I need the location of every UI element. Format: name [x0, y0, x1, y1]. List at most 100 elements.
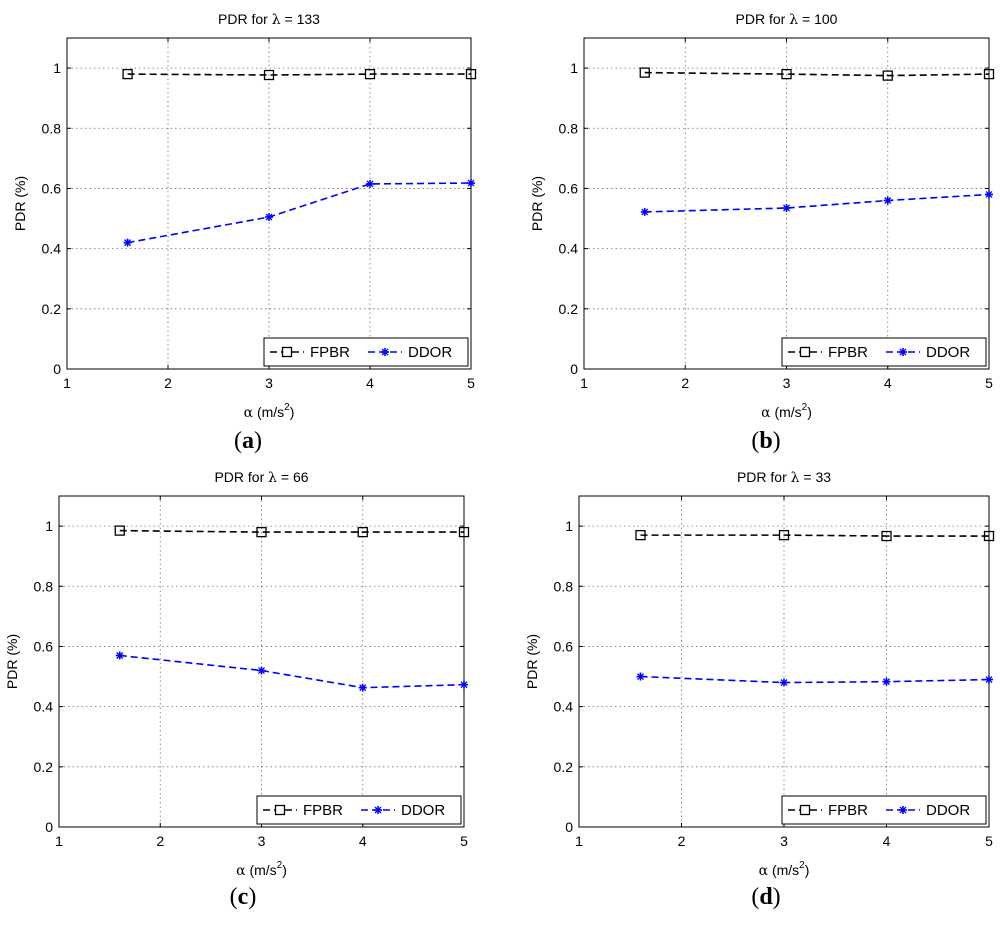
- data-point-stroke: [124, 239, 132, 247]
- legend-label: FPBR: [303, 802, 343, 819]
- panel-label-close: ): [773, 884, 781, 910]
- panel-label-open: (: [751, 884, 759, 910]
- gridlines: [584, 38, 989, 369]
- y-tick-label: 0.2: [554, 759, 574, 775]
- x-tick-label: 1: [575, 833, 583, 849]
- y-tick-label: 0.4: [554, 699, 574, 715]
- data-point: [883, 196, 892, 205]
- y-tick-label: 1: [570, 60, 578, 76]
- y-tick-label: 0.2: [34, 759, 54, 775]
- data-point: [364, 68, 376, 80]
- data-point-stroke: [985, 676, 993, 684]
- data-point: [635, 529, 646, 541]
- y-tick-label: 0.4: [559, 241, 579, 257]
- panel-label-letter: b: [759, 428, 772, 454]
- y-tick-label: 0: [570, 361, 578, 377]
- data-point: [780, 678, 788, 687]
- chart-title-symbol: λ: [268, 470, 277, 486]
- chart-title-suffix: = 100: [798, 11, 838, 27]
- y-tick-label: 0.4: [42, 241, 62, 257]
- y-tick-label: 0.8: [554, 578, 574, 594]
- x-tick-label: 5: [467, 375, 475, 391]
- y-tick-label: 0.8: [42, 120, 62, 136]
- panel-label-open: (: [234, 428, 242, 454]
- y-tick-label: 0.8: [34, 578, 54, 594]
- data-point-stroke: [467, 179, 475, 187]
- legend: FPBR DDOR: [256, 795, 462, 825]
- legend-label: DDOR: [401, 802, 445, 819]
- gridlines: [67, 38, 471, 369]
- data-point: [639, 67, 650, 78]
- data-point: [467, 179, 475, 188]
- x-tick-label: 5: [985, 833, 993, 849]
- y-tick-label: 1: [53, 60, 61, 76]
- panel-label-b: (b): [751, 428, 780, 454]
- series-line: [127, 182, 472, 244]
- x-tick-label: 4: [366, 375, 374, 391]
- x-tick-label: 4: [359, 833, 367, 849]
- x-axis-label-symbol: α: [236, 863, 246, 879]
- legend-label: DDOR: [926, 344, 970, 361]
- legend: FPBR DDOR: [263, 337, 469, 367]
- legend-marker: [899, 806, 907, 814]
- data-point: [460, 680, 468, 689]
- legend-marker: [799, 804, 811, 816]
- series-fpbr: [122, 68, 477, 81]
- series-ddor: [640, 190, 993, 216]
- chart-title-symbol: λ: [791, 470, 800, 486]
- x-axis-label: α (m/s2): [761, 402, 812, 421]
- y-tick-label: 0.2: [559, 301, 579, 317]
- x-tick-label: 2: [681, 375, 689, 391]
- x-axis-label-unit: (m/s: [253, 404, 284, 420]
- x-axis-label-symbol: α: [759, 863, 769, 879]
- data-point: [123, 238, 132, 247]
- series-ddor: [636, 672, 993, 687]
- data-point-stroke: [359, 684, 367, 692]
- legend-entry-fpbr: FPBR: [270, 344, 350, 361]
- x-axis-label-close: ): [282, 862, 287, 878]
- panel-label-close: ): [773, 428, 781, 454]
- legend-label: DDOR: [926, 802, 970, 819]
- panel-label-close: ): [254, 428, 262, 454]
- x-axis-label-close: ): [805, 862, 810, 878]
- series-line: [640, 675, 990, 684]
- chart-title-suffix: = 133: [281, 11, 321, 27]
- data-point: [265, 213, 273, 222]
- y-tick-label: 0.6: [42, 180, 62, 196]
- legend-marker: [281, 346, 293, 358]
- series-ddor: [123, 179, 475, 247]
- x-tick-label: 2: [678, 833, 686, 849]
- chart-title-prefix: PDR for: [218, 11, 272, 27]
- data-point: [882, 677, 891, 686]
- data-point-stroke: [258, 667, 265, 674]
- data-point-stroke: [780, 679, 788, 687]
- y-tick-label: 0.6: [554, 638, 574, 654]
- y-tick-label: 0: [45, 819, 53, 835]
- legend-marker: [899, 348, 907, 356]
- data-point: [366, 179, 374, 188]
- data-point: [640, 207, 649, 216]
- legend-marker-stroke: [899, 348, 907, 356]
- y-tick-label: 0: [565, 819, 573, 835]
- x-axis-label-sup: 2: [799, 860, 805, 871]
- x-tick-label: 3: [265, 375, 273, 391]
- series-fpbr: [639, 67, 995, 81]
- data-point: [636, 672, 645, 681]
- legend-entry-ddor: DDOR: [886, 802, 970, 819]
- y-axis-label: PDR (%): [4, 634, 20, 689]
- data-point-stroke: [460, 681, 468, 689]
- x-tick-label: 4: [884, 375, 892, 391]
- chart-title: PDR for λ = 133: [218, 11, 320, 28]
- data-point-stroke: [884, 197, 892, 204]
- data-point-stroke: [637, 673, 644, 681]
- data-point: [881, 530, 892, 542]
- data-point: [983, 530, 995, 542]
- panel-label-d: (d): [751, 884, 780, 910]
- chart-title-prefix: PDR for: [737, 469, 791, 485]
- data-point: [778, 529, 790, 541]
- series-line: [644, 193, 990, 213]
- chart-title: PDR for λ = 100: [736, 11, 838, 28]
- panel-label-close: ): [248, 884, 256, 910]
